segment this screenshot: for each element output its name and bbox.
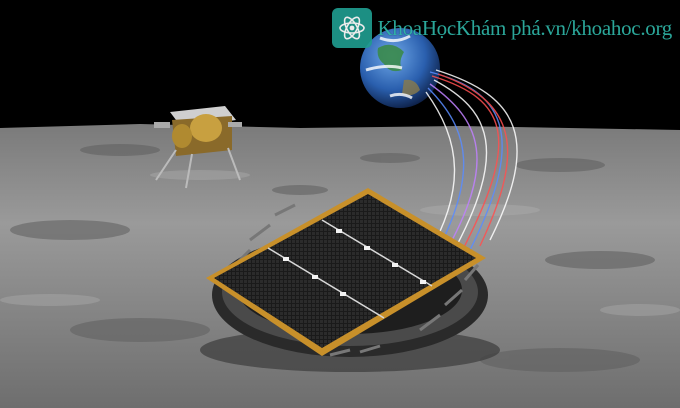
watermark-text: KhoaHọcKhám phá.vn/khoahoc.org — [377, 15, 673, 40]
craters — [10, 144, 655, 372]
lunar-lander — [154, 106, 242, 189]
atom-logo-icon — [331, 8, 372, 48]
signal-beams — [419, 69, 518, 269]
moon-rover — [200, 188, 500, 372]
earth — [360, 28, 440, 108]
watermark: KhoaHọcKhám phá.vn/khoahoc.org — [331, 6, 673, 50]
